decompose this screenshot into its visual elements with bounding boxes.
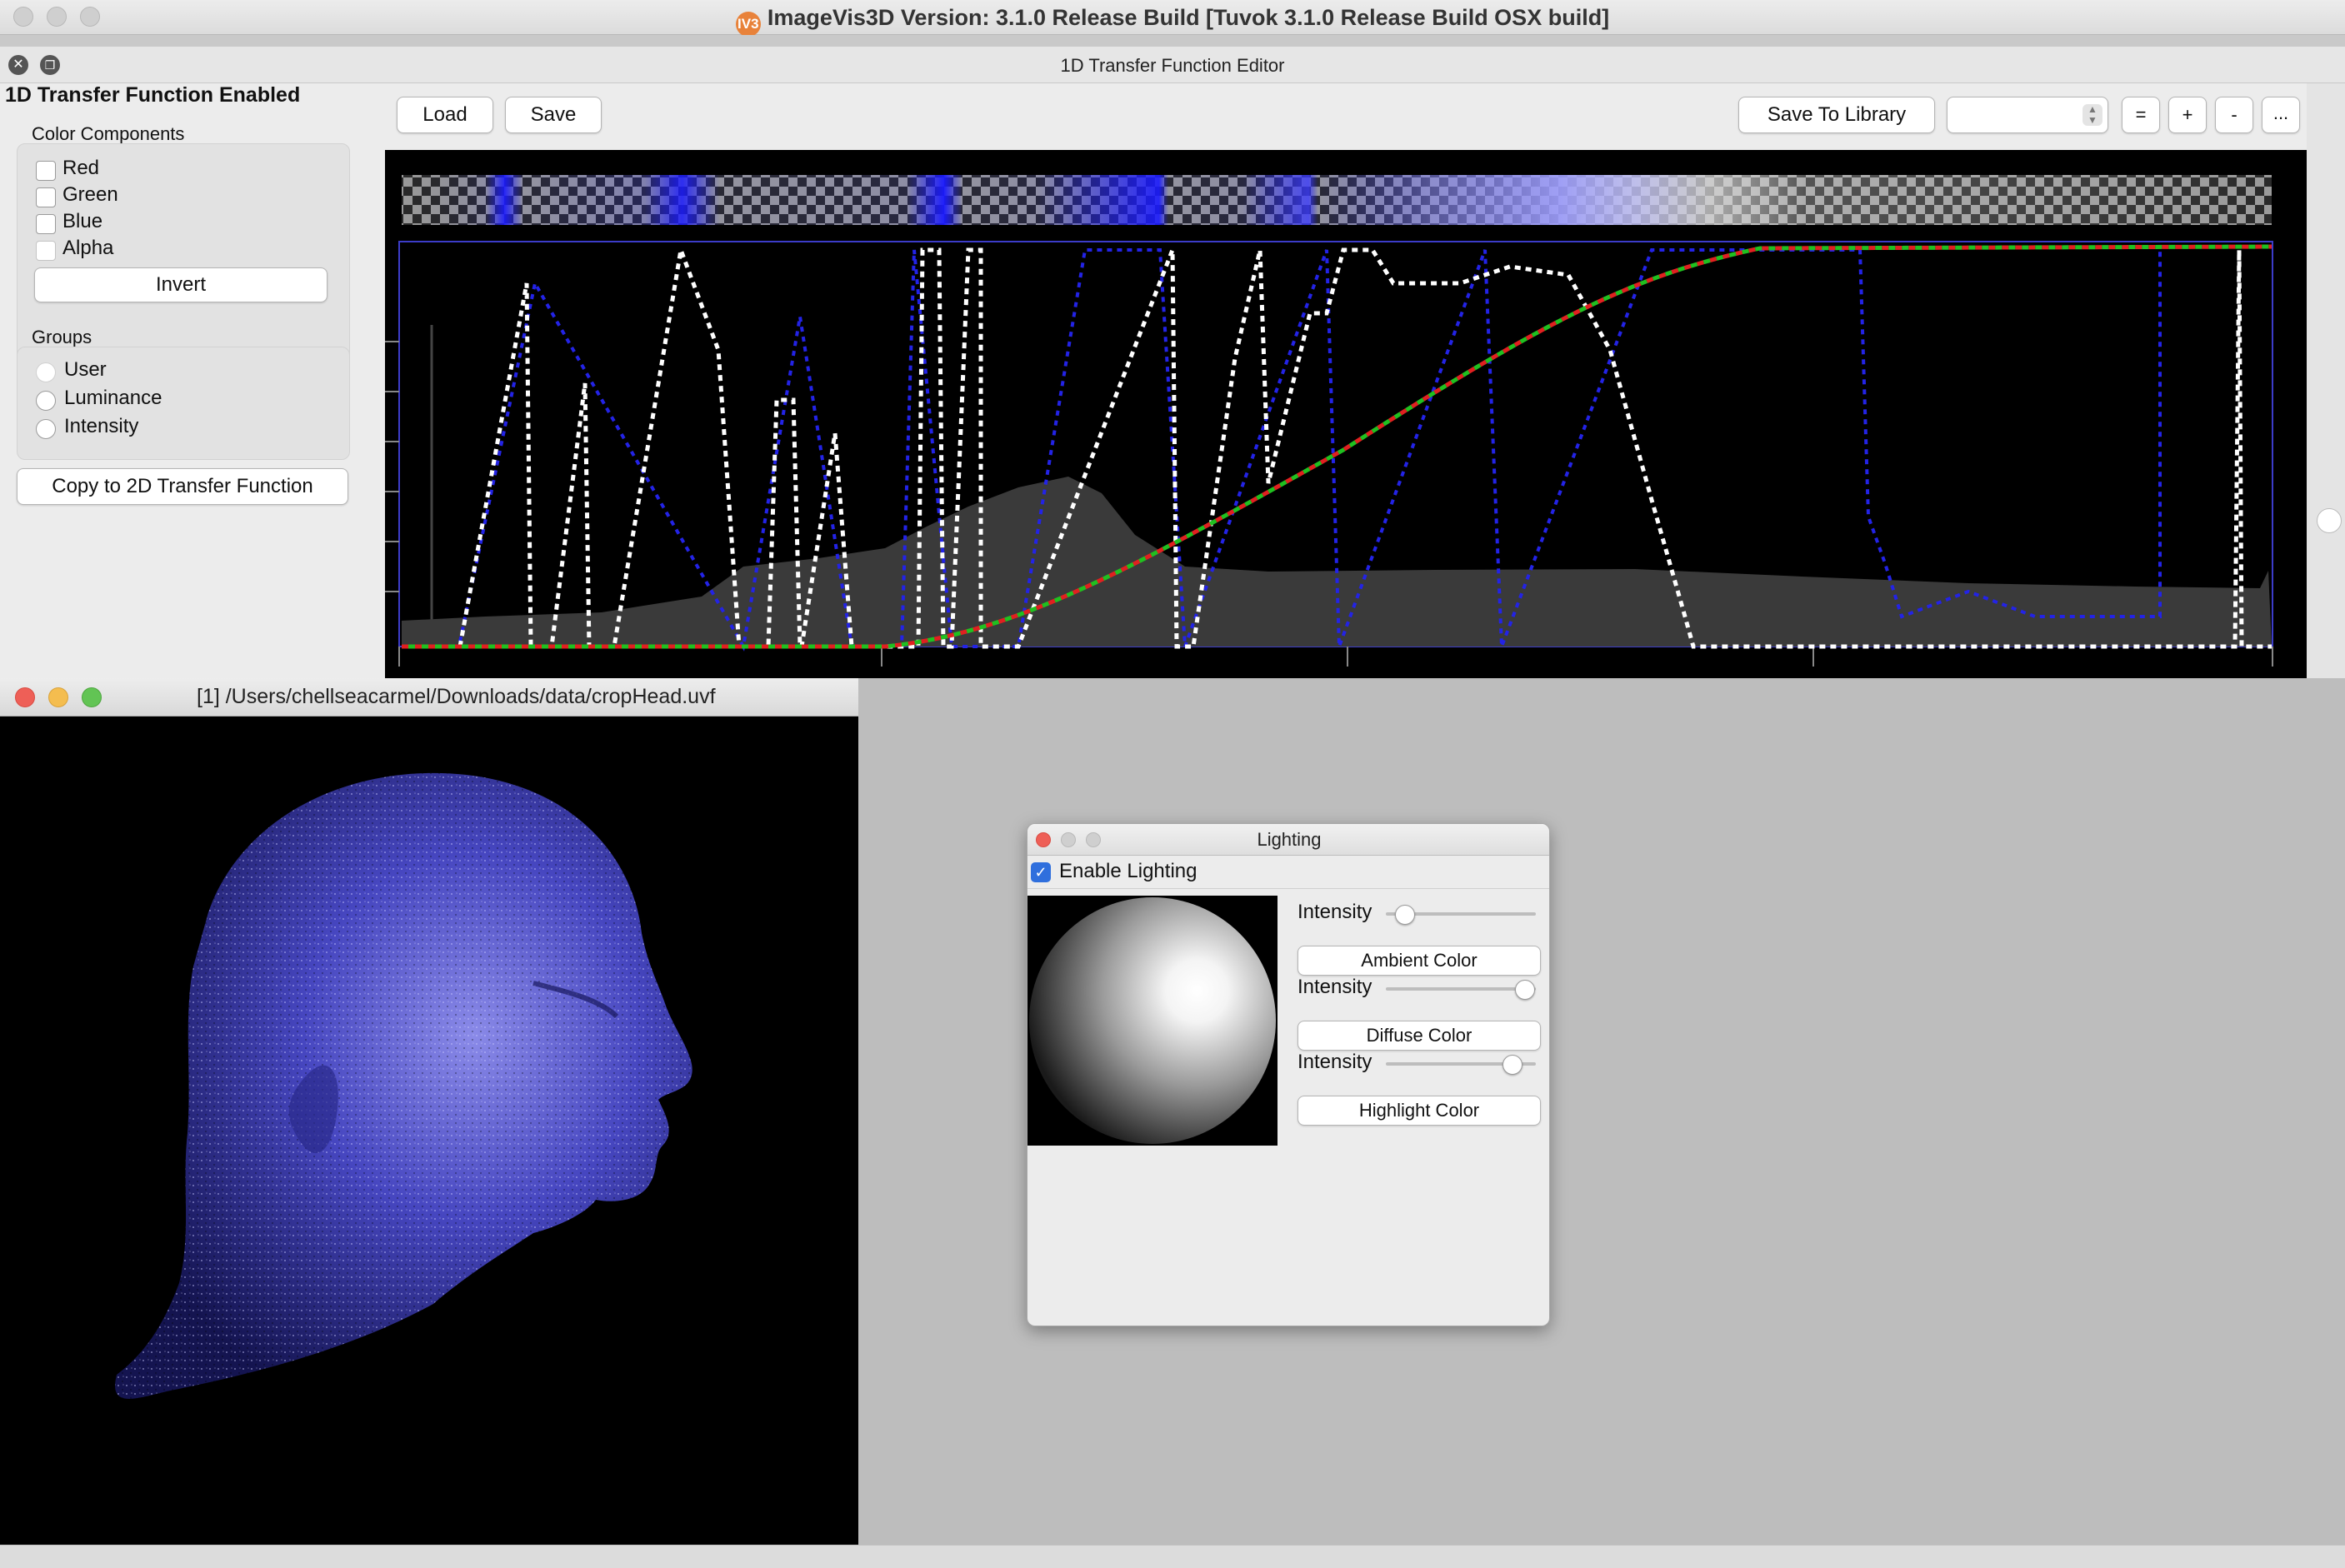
volume-zoom-button[interactable] <box>82 687 102 707</box>
splitter-handle[interactable] <box>2317 508 2342 533</box>
groups-group: User Luminance Intensity <box>17 347 350 460</box>
lighting-minimize-button[interactable] <box>1061 832 1076 847</box>
tf-editor-toolbar: Load Save Save To Library ▲ ▼ = + - ... <box>385 83 2307 150</box>
dock-close-icon[interactable]: ✕ <box>8 55 28 75</box>
ambient-intensity-slider[interactable] <box>1386 905 1536 925</box>
lighting-sphere-preview <box>1028 896 1278 1146</box>
window-zoom-button[interactable] <box>80 7 100 27</box>
intensity-radio[interactable] <box>36 419 56 439</box>
enable-lighting-row: ✓ Enable Lighting <box>1028 856 1549 889</box>
highlight-color-button[interactable]: Highlight Color <box>1298 1096 1541 1126</box>
volume-window-titlebar: [1] /Users/chellseacarmel/Downloads/data… <box>0 678 858 717</box>
ear-detail <box>288 1065 338 1154</box>
select-arrows-icon: ▲ ▼ <box>2082 104 2102 126</box>
head-silhouette <box>115 772 692 1399</box>
blue-label: Blue <box>62 210 103 232</box>
blue-checkbox[interactable] <box>36 214 56 234</box>
diffuse-slider-knob[interactable] <box>1514 980 1535 1000</box>
lighting-titlebar: Lighting <box>1028 824 1549 856</box>
green-label: Green <box>62 183 118 206</box>
ambient-color-button[interactable]: Ambient Color <box>1298 946 1541 976</box>
tf-editor-dock-titlebar: ✕ ❐ 1D Transfer Function Editor <box>0 47 2345 83</box>
lighting-close-button[interactable] <box>1036 832 1051 847</box>
user-label: User <box>64 358 107 381</box>
volume-minimize-button[interactable] <box>48 687 68 707</box>
luminance-radio[interactable] <box>36 391 56 411</box>
titlebar-divider <box>0 35 2345 47</box>
window-close-button[interactable] <box>13 7 33 27</box>
tf-histogram <box>402 325 2272 647</box>
tf-red-green-curve <box>402 244 2272 649</box>
equals-button[interactable]: = <box>2122 97 2160 133</box>
lighting-zoom-button[interactable] <box>1086 832 1101 847</box>
load-button[interactable]: Load <box>397 97 493 133</box>
add-button[interactable]: + <box>2168 97 2207 133</box>
tf-colorbar <box>402 175 2272 225</box>
intensity-label: Intensity <box>64 415 139 437</box>
user-radio[interactable] <box>36 362 56 382</box>
red-checkbox[interactable] <box>36 161 56 181</box>
volume-close-button[interactable] <box>15 687 35 707</box>
tf-graph[interactable] <box>385 150 2307 678</box>
alpha-checkbox[interactable] <box>36 241 56 261</box>
enable-lighting-checkbox[interactable]: ✓ <box>1031 862 1051 882</box>
red-label: Red <box>62 157 100 179</box>
diffuse-intensity-label: Intensity <box>1298 976 1372 998</box>
window-minimize-button[interactable] <box>47 7 67 27</box>
green-checkbox[interactable] <box>36 187 56 207</box>
status-bar <box>0 1545 2345 1568</box>
ambient-intensity-label: Intensity <box>1298 901 1372 923</box>
eye-detail <box>532 981 619 1019</box>
luminance-label: Luminance <box>64 387 162 409</box>
copy-to-2d-button[interactable]: Copy to 2D Transfer Function <box>17 468 348 505</box>
app-logo-icon: IV3 <box>735 12 761 37</box>
enable-lighting-label: Enable Lighting <box>1059 860 1198 882</box>
alpha-label: Alpha <box>62 237 114 259</box>
tf-canvas[interactable] <box>385 150 2307 678</box>
tf-enabled-heading: 1D Transfer Function Enabled <box>5 83 301 107</box>
specular-slider-knob[interactable] <box>1502 1055 1523 1075</box>
tf-editor-title: 1D Transfer Function Editor <box>1060 55 1285 76</box>
window-title-text: ImageVis3D Version: 3.1.0 Release Build … <box>767 5 1610 30</box>
color-components-title: Color Components <box>32 123 185 144</box>
main-window-titlebar: IV3 ImageVis3D Version: 3.1.0 Release Bui… <box>0 0 2345 37</box>
save-to-library-button[interactable]: Save To Library <box>1738 97 1935 133</box>
tf-alpha-channel-curve <box>458 242 2272 649</box>
lighting-dialog: Lighting ✓ Enable Lighting Intensity Amb… <box>1027 823 1550 1326</box>
volume-window-title: [1] /Users/chellseacarmel/Downloads/data… <box>197 685 716 708</box>
diffuse-intensity-slider[interactable] <box>1386 980 1536 1000</box>
diffuse-color-button[interactable]: Diffuse Color <box>1298 1021 1541 1051</box>
remove-button[interactable]: - <box>2215 97 2253 133</box>
groups-title: Groups <box>32 327 92 347</box>
save-button[interactable]: Save <box>505 97 602 133</box>
volume-render-window: [1] /Users/chellseacarmel/Downloads/data… <box>0 678 858 1545</box>
specular-intensity-slider[interactable] <box>1386 1055 1536 1075</box>
invert-button[interactable]: Invert <box>34 267 328 302</box>
specular-intensity-label: Intensity <box>1298 1051 1372 1073</box>
more-button[interactable]: ... <box>2262 97 2300 133</box>
editor-side-strip <box>2307 83 2345 678</box>
library-select[interactable]: ▲ ▼ <box>1947 97 2108 133</box>
ambient-slider-knob[interactable] <box>1394 905 1415 925</box>
lighting-title: Lighting <box>1257 829 1322 850</box>
rendered-head-volume[interactable] <box>0 717 858 1545</box>
main-window-title: IV3 ImageVis3D Version: 3.1.0 Release Bui… <box>0 5 2345 37</box>
dock-float-icon[interactable]: ❐ <box>40 55 60 75</box>
tf-options-panel: 1D Transfer Function Enabled Color Compo… <box>0 83 385 678</box>
